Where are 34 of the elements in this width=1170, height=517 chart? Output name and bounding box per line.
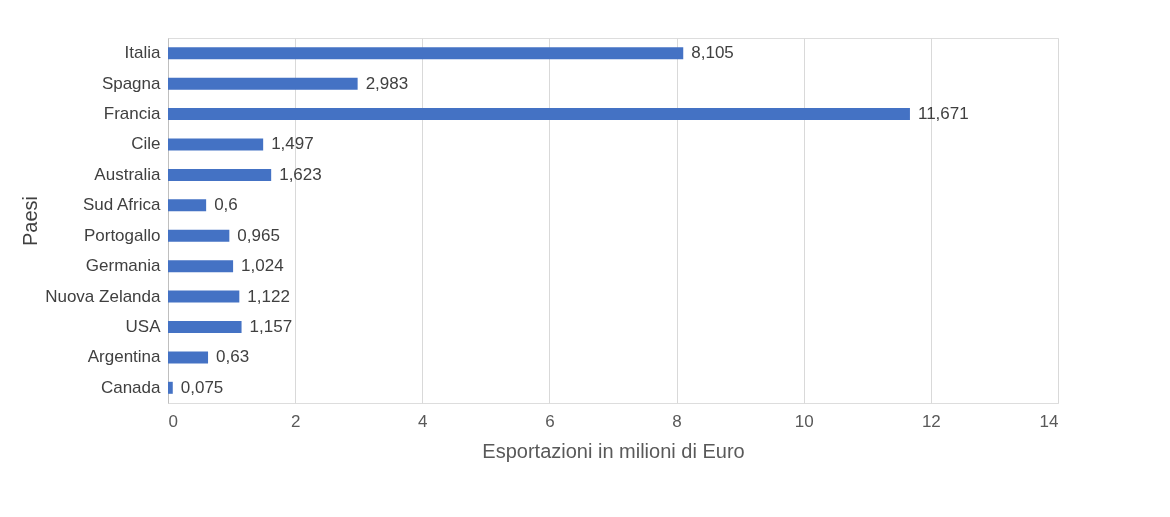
- x-tick-label: 12: [921, 411, 941, 431]
- x-tick-label: 6: [545, 411, 555, 431]
- y-tick-label: Sud Africa: [83, 195, 162, 215]
- x-tick-label: 8: [672, 411, 682, 431]
- data-label: 0,075: [180, 377, 224, 397]
- x-tick-label: 4: [418, 411, 428, 431]
- y-axis-title: Paesi: [19, 195, 42, 247]
- data-label: 1,024: [241, 256, 284, 276]
- data-label: 11,671: [917, 104, 969, 124]
- data-label: 2,983: [365, 73, 409, 93]
- data-label: 1,122: [247, 286, 290, 306]
- y-tick-label: Cile: [131, 134, 161, 154]
- y-tick-label: Francia: [103, 104, 162, 124]
- x-tick-label: 10: [794, 411, 814, 431]
- x-tick-label: 2: [290, 411, 301, 431]
- data-label: 1,157: [249, 316, 293, 336]
- y-tick-label: Spagna: [101, 73, 162, 93]
- y-tick-label: Nuova Zelanda: [45, 286, 162, 306]
- y-tick-label: USA: [125, 316, 162, 336]
- x-axis-title: Esportazioni in milioni di Euro: [482, 439, 745, 462]
- y-tick-label: Portogallo: [83, 225, 161, 245]
- y-tick-label: Argentina: [87, 347, 162, 367]
- y-tick-label: Australia: [94, 164, 162, 184]
- data-label: 0,6: [214, 195, 238, 215]
- y-tick-label: Italia: [124, 43, 162, 63]
- data-label: 8,105: [691, 43, 734, 63]
- y-tick-label: Germania: [85, 256, 162, 276]
- x-tick-label: 0: [168, 411, 178, 431]
- data-label: 1,497: [271, 134, 314, 154]
- data-label: 0,965: [237, 225, 280, 245]
- data-label: 0,63: [216, 347, 250, 367]
- data-label: 1,623: [279, 164, 322, 184]
- x-tick-label: 14: [1039, 411, 1059, 431]
- y-tick-label: Canada: [100, 377, 162, 397]
